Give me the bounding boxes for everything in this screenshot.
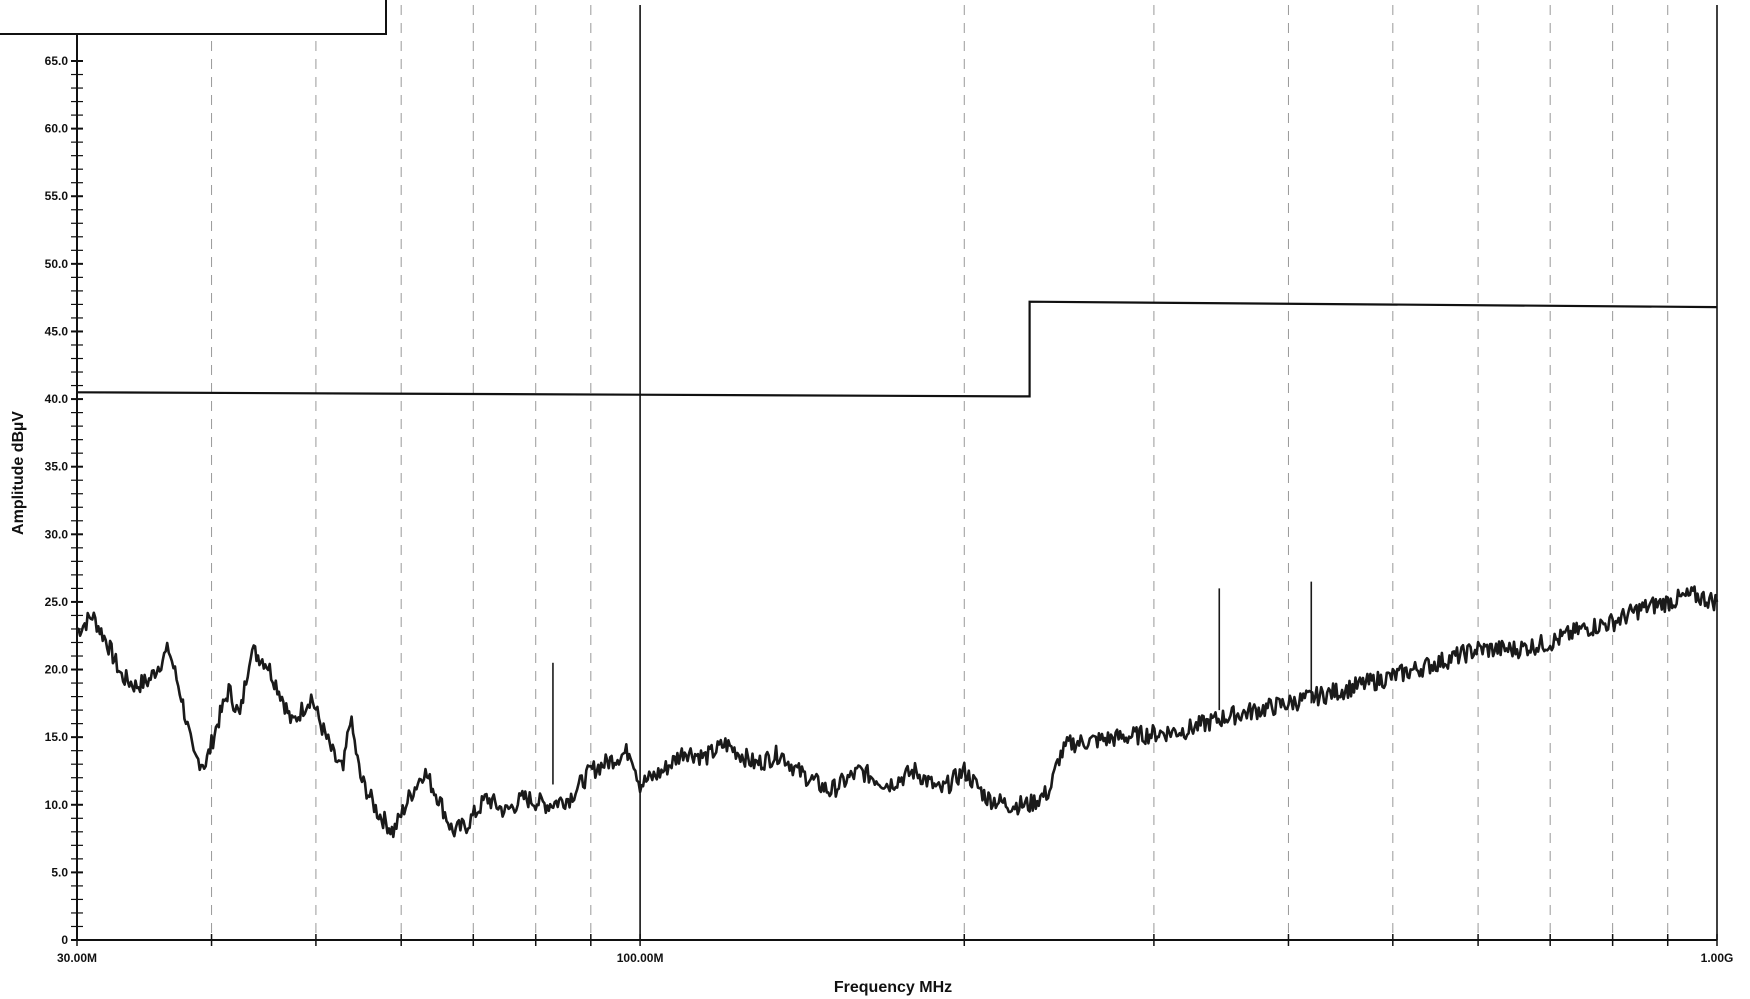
y-tick-label: 65.0 xyxy=(45,54,69,68)
x-tick-label: 100.00M xyxy=(617,951,664,965)
y-tick-label: 10.0 xyxy=(45,798,69,812)
x-axis-title: Frequency MHz xyxy=(834,979,952,996)
y-tick-label: 35.0 xyxy=(45,460,69,474)
y-tick-label: 50.0 xyxy=(45,257,69,271)
vertical-gridlines xyxy=(211,5,1718,940)
y-axis-title: Amplitude dBµV xyxy=(10,411,27,535)
y-tick-label: 30.0 xyxy=(45,527,69,541)
limit-line xyxy=(76,300,1718,398)
measurement-trace xyxy=(75,585,1719,839)
y-tick-label: 60.0 xyxy=(45,122,69,136)
y-tick-label: 5.0 xyxy=(51,865,68,879)
y-tick-label: 25.0 xyxy=(45,595,69,609)
y-tick-label: 15.0 xyxy=(45,730,69,744)
legend-box xyxy=(0,0,387,35)
x-tick-label: 1.00G xyxy=(1701,951,1734,965)
y-tick-label: 40.0 xyxy=(45,392,69,406)
y-tick-label: 45.0 xyxy=(45,324,69,338)
series-group xyxy=(75,300,1719,839)
y-axis-ticks: 0 5.0 10.0 15.0 20.0 25.0 30.0 35.0 40.0 45.0 50.0… xyxy=(45,54,83,947)
y-tick-label: 0 xyxy=(61,933,68,947)
y-tick-label: 20.0 xyxy=(45,663,69,677)
y-tick-label: 55.0 xyxy=(45,189,69,203)
x-tick-label: 30.00M xyxy=(57,951,97,965)
